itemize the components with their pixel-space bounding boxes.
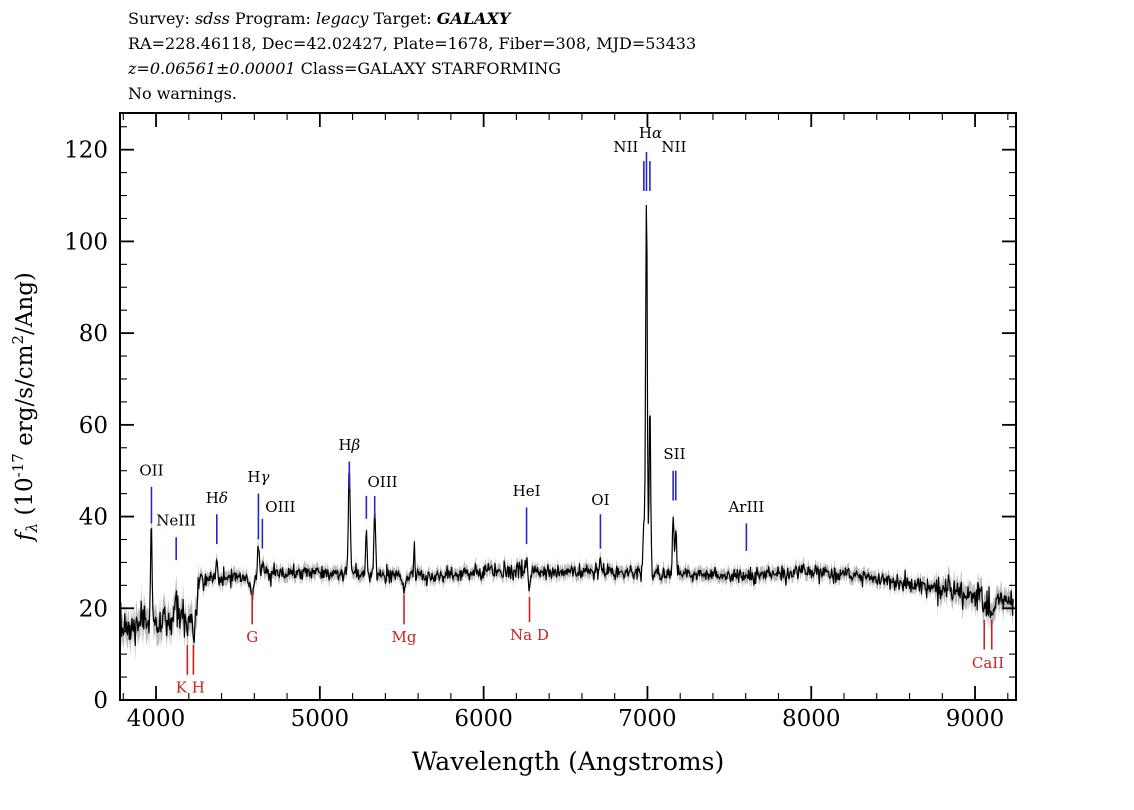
emission-marker-NII: NII <box>649 138 686 191</box>
emission-marker-Hα: Hα <box>639 124 662 191</box>
emission-marker-NeIII: NeIII <box>156 512 196 561</box>
header-segment: RA=228.46118, Dec=42.02427, Plate=1678, … <box>128 34 697 53</box>
emission-label: OI <box>591 491 609 509</box>
emission-marker-NII: NII <box>613 138 645 191</box>
emission-marker-OIII: OIII <box>261 498 295 549</box>
header-segment: legacy <box>316 9 369 28</box>
axes-frame <box>119 112 1017 701</box>
x-tick-label: 9000 <box>946 706 1005 732</box>
y-tick-label: 0 <box>93 688 108 714</box>
x-tick-label: 7000 <box>618 706 677 732</box>
y-tick-label: 20 <box>79 596 108 622</box>
emission-marker-Hβ: Hβ <box>338 436 361 490</box>
header-segment: Survey: <box>128 9 195 28</box>
y-tick-label: 60 <box>79 413 108 439</box>
header-line-2: RA=228.46118, Dec=42.02427, Plate=1678, … <box>128 31 696 56</box>
header-segment: Target: <box>368 9 437 28</box>
y-tick-label: 80 <box>79 321 108 347</box>
emission-label: HeI <box>513 482 541 500</box>
absorption-marker-Mg: Mg <box>392 594 417 646</box>
emission-label: OIII <box>265 498 295 516</box>
emission-label: Hδ <box>206 489 228 507</box>
emission-label: OII <box>139 461 163 479</box>
header-segment: GALAXY <box>436 9 511 28</box>
emission-marker-HeI: HeI <box>513 482 541 545</box>
emission-label: Hγ <box>247 468 269 486</box>
absorption-marker-CaII: CaII <box>972 619 1004 672</box>
header-segment: No warnings. <box>128 84 237 103</box>
y-axis-title: fλ (10-17 erg/s/cm2/Ang) <box>9 272 41 543</box>
header-line-4: No warnings. <box>128 81 696 106</box>
absorption-marker-KH: K H <box>176 644 205 697</box>
emission-marker-SII: SII <box>663 445 686 501</box>
emission-marker-OIII: OIII <box>365 473 398 519</box>
header-line-3: z=0.06561±0.00001 Class=GALAXY STARFORMI… <box>128 56 696 81</box>
tick-labels: 4000 5000 6000 7000 8000 9000 0 20 40 60 80 100 120 <box>64 138 1004 732</box>
emission-marker-OI: OI <box>591 491 610 549</box>
header-segment: Program: <box>229 9 317 28</box>
header-segment: sdss <box>194 9 230 28</box>
x-tick-label: 8000 <box>782 706 841 732</box>
x-tick-label: 4000 <box>127 706 186 732</box>
absorption-label: Mg <box>392 628 417 646</box>
absorption-label: CaII <box>972 654 1004 672</box>
y-tick-label: 100 <box>64 229 108 255</box>
absorption-label: G <box>246 628 258 646</box>
absorption-marker-G: G <box>246 589 258 646</box>
emission-label: OIII <box>367 473 397 491</box>
spectrum-line <box>120 204 1014 647</box>
absorption-marker-NaD: Na D <box>510 596 549 644</box>
emission-label: NII <box>613 138 638 156</box>
x-axis-title: Wavelength (Angstroms) <box>412 747 724 776</box>
error-band <box>120 198 1014 662</box>
spectrum-header: Survey: sdss Program: legacy Target: GAL… <box>128 6 696 106</box>
header-segment: Class=GALAXY STARFORMING <box>295 59 562 78</box>
x-tick-label: 5000 <box>291 706 350 732</box>
emission-label: NeIII <box>156 512 196 530</box>
emission-label: Hα <box>639 124 662 142</box>
emission-marker-ArIII: ArIII <box>727 498 764 551</box>
emission-label: Hβ <box>338 436 360 454</box>
absorption-label: Na D <box>510 626 549 644</box>
emission-label: NII <box>661 138 686 156</box>
emission-label: ArIII <box>727 498 764 516</box>
absorption-label: K H <box>176 679 205 697</box>
y-tick-label: 120 <box>64 138 108 164</box>
emission-label: SII <box>663 445 685 463</box>
y-tick-label: 40 <box>79 505 108 531</box>
x-tick-label: 6000 <box>454 706 513 732</box>
emission-marker-OII: OII <box>139 461 164 524</box>
header-line-1: Survey: sdss Program: legacy Target: GAL… <box>128 6 696 31</box>
emission-marker-Hγ: Hγ <box>247 468 269 540</box>
header-segment: z=0.06561±0.00001 <box>128 59 296 78</box>
emission-marker-Hδ: Hδ <box>206 489 228 545</box>
